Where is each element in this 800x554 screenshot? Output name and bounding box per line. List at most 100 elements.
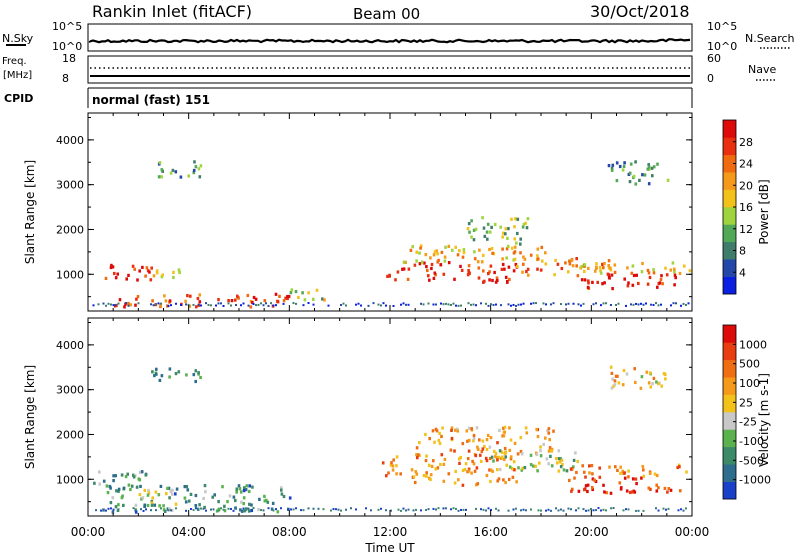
heatmap-cell <box>438 431 441 435</box>
heatmap-cell <box>150 501 154 505</box>
heatmap-cell <box>211 495 214 499</box>
heatmap-cell <box>456 429 460 433</box>
heatmap-cell <box>434 273 437 277</box>
heatmap-cell <box>189 294 192 298</box>
heatmap-cell <box>117 489 120 493</box>
heatmap-cell <box>461 255 465 259</box>
heatmap-cell <box>481 439 485 443</box>
heatmap-cell <box>154 490 158 494</box>
heatmap-cell <box>544 436 547 440</box>
heatmap-cell <box>284 296 287 300</box>
heatmap-cell <box>666 490 669 494</box>
heatmap-cell <box>143 504 146 508</box>
heatmap-cell <box>633 490 637 494</box>
heatmap-cell <box>453 449 456 453</box>
heatmap-cell <box>116 508 120 512</box>
heatmap-cell <box>432 303 435 306</box>
heatmap-cell <box>516 231 519 236</box>
heatmap-cell <box>377 303 380 306</box>
heatmap-cell <box>634 160 637 164</box>
heatmap-cell <box>97 303 100 306</box>
heatmap-cell <box>522 255 525 259</box>
heatmap-cell <box>482 226 486 230</box>
heatmap-cell <box>198 293 201 297</box>
heatmap-cell <box>682 302 685 305</box>
heatmap-cell <box>481 253 485 257</box>
heatmap-cell <box>486 222 490 226</box>
heatmap-cell <box>166 507 170 511</box>
heatmap-cell <box>462 508 465 511</box>
heatmap-cell <box>552 429 555 433</box>
heatmap-cell <box>153 374 156 378</box>
colorbar-tick-label: 100 <box>739 377 760 390</box>
heatmap-cell <box>177 370 181 374</box>
heatmap-cell <box>552 302 555 305</box>
heatmap-cell <box>443 255 447 259</box>
heatmap-cell <box>125 302 127 305</box>
heatmap-cell <box>222 508 225 511</box>
heatmap-cell <box>167 509 170 512</box>
colorbar-tick-label: 4 <box>739 266 746 279</box>
heatmap-cell <box>472 433 476 438</box>
heatmap-cell <box>587 281 590 285</box>
heatmap-cell <box>425 454 428 458</box>
heatmap-cell <box>143 488 147 492</box>
heatmap-cell <box>511 475 515 479</box>
heatmap-cell <box>667 507 670 510</box>
heatmap-cell <box>174 502 178 506</box>
heatmap-cell <box>202 496 205 501</box>
heatmap-cell <box>661 282 664 286</box>
heatmap-cell <box>427 274 430 278</box>
heatmap-cell <box>453 277 456 281</box>
heatmap-cell <box>507 227 510 231</box>
heatmap-cell <box>121 494 124 498</box>
heatmap-cell <box>117 487 121 491</box>
heatmap-cell <box>548 438 551 442</box>
heatmap-cell <box>504 232 507 236</box>
heatmap-cell <box>470 427 473 431</box>
heatmap-cell <box>524 426 528 430</box>
heatmap-cell <box>106 491 110 495</box>
heatmap-cell <box>495 303 497 306</box>
heatmap-cell <box>144 473 148 477</box>
heatmap-cell <box>544 251 547 255</box>
heatmap-cell <box>153 503 157 507</box>
heatmap-cell <box>607 164 611 168</box>
noise-left-tick-bottom: 10^0 <box>52 40 82 53</box>
heatmap-cell <box>114 505 118 509</box>
heatmap-cell <box>489 264 493 268</box>
heatmap-cell <box>621 168 625 172</box>
heatmap-cell <box>525 270 528 274</box>
heatmap-cell <box>164 299 168 303</box>
heatmap-cell <box>248 484 251 488</box>
heatmap-cell <box>613 270 617 274</box>
heatmap-cell <box>287 294 291 299</box>
heatmap-cell <box>98 482 101 486</box>
heatmap-cell <box>122 486 126 490</box>
heatmap-cell <box>491 278 494 283</box>
heatmap-cell <box>482 508 485 511</box>
heatmap-cell <box>111 510 115 514</box>
heatmap-cell <box>174 170 178 174</box>
heatmap-cell <box>490 246 494 251</box>
heatmap-cell <box>623 277 626 281</box>
heatmap-cell <box>187 499 191 503</box>
heatmap-cell <box>160 374 164 378</box>
heatmap-cell <box>582 508 585 511</box>
heatmap-cell <box>631 283 635 287</box>
heatmap-cell <box>508 465 512 469</box>
heatmap-cell <box>475 507 477 510</box>
heatmap-cell <box>504 455 507 459</box>
heatmap-cell <box>453 481 457 485</box>
velocity-panel: 1000 2000 3000 4000 Slant Range [km] 1000 50… <box>23 317 771 517</box>
heatmap-cell <box>665 273 669 277</box>
heatmap-cell <box>432 459 435 463</box>
heatmap-cell <box>602 302 605 305</box>
heatmap-cell <box>242 489 246 493</box>
heatmap-cell <box>247 507 250 510</box>
heatmap-cell <box>409 248 413 252</box>
heatmap-cell <box>168 496 171 500</box>
heatmap-cell <box>607 259 611 263</box>
heatmap-cell <box>265 498 268 502</box>
